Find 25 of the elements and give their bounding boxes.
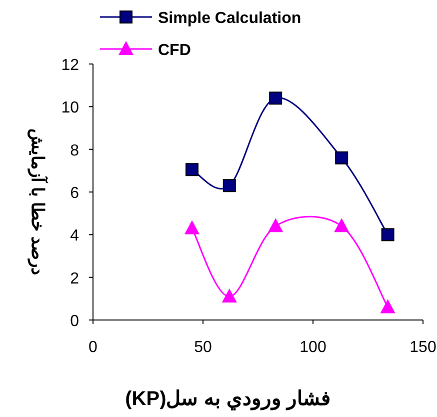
point xyxy=(381,228,394,242)
y-tick-label: 4 xyxy=(70,228,80,245)
point xyxy=(184,220,200,234)
point xyxy=(334,218,350,232)
y-tick-label: 8 xyxy=(70,142,80,160)
y-tick-label: 0 xyxy=(70,313,80,330)
y-tick-label: 6 xyxy=(70,185,80,202)
x-tick-label: 150 xyxy=(410,339,436,356)
point xyxy=(222,179,236,192)
y-tick-label: 2 xyxy=(70,270,80,288)
legend-label: Simple Calculation xyxy=(158,10,302,27)
legend-label: CFD xyxy=(158,42,191,59)
point xyxy=(269,92,282,105)
x-axis-title: فشار ورودي به سل(KP) xyxy=(125,388,331,411)
point xyxy=(268,218,284,232)
y-tick-label: 10 xyxy=(61,100,80,117)
point xyxy=(222,288,237,303)
x-tick-label: 50 xyxy=(194,339,212,356)
y-axis-title: درصد خطا با آزمایش xyxy=(27,128,49,276)
y-tick-label: 12 xyxy=(61,57,80,74)
point xyxy=(335,151,348,164)
point xyxy=(186,163,198,176)
point xyxy=(380,299,396,314)
x-tick-label: 0 xyxy=(88,339,98,356)
x-tick-label: 100 xyxy=(300,339,326,356)
